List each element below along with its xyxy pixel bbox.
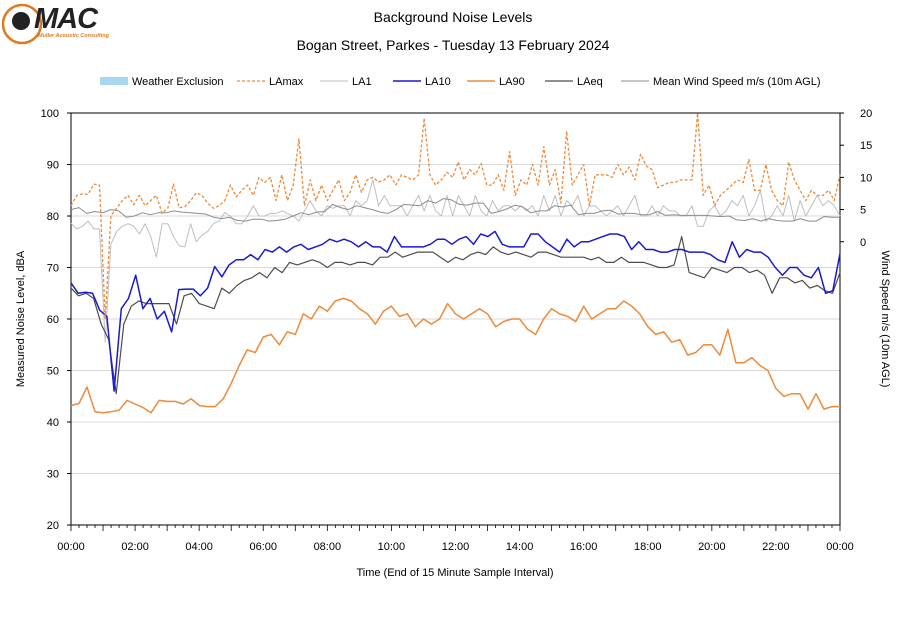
chart-subtitle: Bogan Street, Parkes - Tuesday 13 Februa… xyxy=(297,37,610,53)
legend-swatch-weather-exclusion xyxy=(100,77,128,85)
y-tick-label: 20 xyxy=(47,520,59,532)
y2-tick-label: 0 xyxy=(860,237,866,249)
y-tick-label: 80 xyxy=(47,211,59,223)
x-tick-label: 12:00 xyxy=(442,541,470,553)
y-tick-label: 50 xyxy=(47,366,59,378)
y-axis-right: 0 5 10 15 20 xyxy=(840,108,872,249)
x-axis: 00:00 02:00 04:00 06:00 08:00 10:00 12:00 14:00… xyxy=(57,525,854,553)
x-tick-label: 22:00 xyxy=(762,541,790,553)
chart-legend: Weather Exclusion LAmax LA1 LA10 LA90 LAeq Mea… xyxy=(100,76,821,88)
x-tick-label: 08:00 xyxy=(314,541,342,553)
legend-label: LA10 xyxy=(425,76,451,88)
legend-label: LA1 xyxy=(352,76,372,88)
y-tick-label: 90 xyxy=(47,160,59,172)
y-axis-title: Measured Noise Level, dBA xyxy=(15,250,27,387)
y-tick-label: 60 xyxy=(47,314,59,326)
y2-tick-label: 20 xyxy=(860,108,872,120)
series-line-mean-wind-speed-m-s-10m-agl xyxy=(70,198,840,222)
logo-subtext: Muller Acoustic Consulting xyxy=(38,33,109,39)
company-logo: MAC Muller Acoustic Consulting xyxy=(2,2,120,46)
chart-series xyxy=(70,112,841,414)
y2-axis-title: Wind Speed m/s (10m AGL) xyxy=(879,251,891,388)
y2-tick-label: 10 xyxy=(860,172,872,184)
legend-label: LAmax xyxy=(269,76,304,88)
y-tick-label: 30 xyxy=(47,469,59,481)
legend-label: Weather Exclusion xyxy=(132,76,224,88)
y-axis-left: 20 30 40 50 60 70 80 90 100 xyxy=(41,108,71,532)
legend-label: Mean Wind Speed m/s (10m AGL) xyxy=(653,76,821,88)
series-line-la1 xyxy=(70,179,841,343)
x-tick-label: 14:00 xyxy=(506,541,534,553)
x-tick-label: 02:00 xyxy=(121,541,149,553)
legend-label: LA90 xyxy=(499,76,525,88)
y-tick-label: 40 xyxy=(47,417,59,429)
x-tick-label: 06:00 xyxy=(249,541,277,553)
x-tick-label: 00:00 xyxy=(57,541,85,553)
series-line-laeq xyxy=(70,236,841,395)
legend-label: LAeq xyxy=(577,76,603,88)
x-axis-title: Time (End of 15 Minute Sample Interval) xyxy=(356,567,553,579)
logo-text: MAC xyxy=(34,3,98,35)
x-tick-label: 00:00 xyxy=(826,541,854,553)
chart-grid xyxy=(71,112,840,526)
series-line-lamax xyxy=(70,112,841,320)
y2-tick-label: 15 xyxy=(860,140,872,152)
x-tick-label: 10:00 xyxy=(378,541,406,553)
y2-tick-label: 5 xyxy=(860,205,866,217)
y-tick-label: 100 xyxy=(41,108,59,120)
logo-mark-icon xyxy=(2,3,42,45)
x-tick-label: 20:00 xyxy=(698,541,726,553)
chart-title: Background Noise Levels xyxy=(374,9,533,25)
y-tick-label: 70 xyxy=(47,263,59,275)
x-tick-label: 16:00 xyxy=(570,541,598,553)
x-tick-label: 04:00 xyxy=(185,541,213,553)
series-line-la10 xyxy=(70,230,841,392)
x-tick-label: 18:00 xyxy=(634,541,662,553)
series-line-la90 xyxy=(70,297,840,414)
